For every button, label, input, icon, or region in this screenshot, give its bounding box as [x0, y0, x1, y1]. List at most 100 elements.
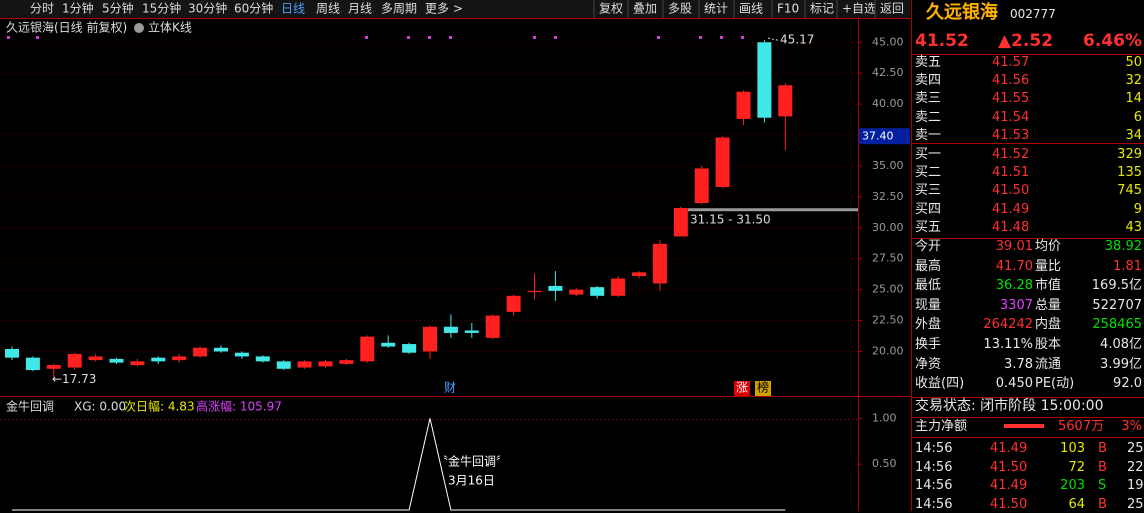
- tool-button[interactable]: +自选: [842, 2, 876, 16]
- book-label: 买五: [915, 219, 942, 235]
- period-tab[interactable]: 更多 >: [425, 2, 463, 16]
- period-tab[interactable]: 15分钟: [142, 1, 181, 16]
- tick-count: 25: [1127, 496, 1144, 512]
- tick-volume: 103: [1060, 441, 1085, 456]
- period-tab[interactable]: 1分钟: [62, 1, 94, 16]
- toolbar-bg: [0, 0, 910, 18]
- y-tick-label: 0.50: [872, 457, 897, 470]
- indicator-high: 高涨幅: 105.97: [196, 399, 282, 414]
- book-volume: 32: [1125, 73, 1142, 89]
- icon: [134, 23, 144, 33]
- tool-button[interactable]: 多股: [668, 2, 692, 16]
- marker-bg: [755, 381, 771, 396]
- period-tab[interactable]: 月线: [348, 2, 372, 16]
- candle-body: [381, 342, 396, 347]
- flow-pct: 3%: [1121, 419, 1142, 434]
- stat-value: 3.78: [1004, 356, 1033, 372]
- flow-label: 主力净额: [915, 419, 968, 434]
- period-tab[interactable]: 周线: [316, 2, 340, 16]
- tick-side: S: [1098, 478, 1107, 493]
- candle-body: [5, 349, 19, 358]
- y-tick-label: 32.50: [872, 190, 904, 203]
- period-tab[interactable]: 5分钟: [102, 1, 134, 16]
- candle-body: [67, 353, 82, 368]
- candle-body: [611, 278, 626, 296]
- candle-body: [151, 357, 166, 362]
- tick-price: 41.50: [990, 459, 1028, 475]
- y-tick-label: 27.50: [872, 252, 904, 265]
- book-volume: 14: [1125, 91, 1142, 107]
- candle-body: [360, 336, 375, 362]
- candle-body: [109, 358, 124, 363]
- stat-value: 264242: [983, 317, 1033, 333]
- tool-button[interactable]: 画线: [739, 2, 763, 16]
- candle-body: [506, 295, 521, 312]
- y-tick-label: 35.00: [872, 159, 904, 172]
- book-label: 卖五: [915, 55, 942, 70]
- tool-button[interactable]: 返回: [880, 2, 904, 16]
- tick-time: 14:56: [915, 496, 953, 512]
- book-label: 卖三: [915, 91, 942, 107]
- tool-button[interactable]: 复权: [599, 2, 623, 16]
- period-tab[interactable]: 30分钟: [188, 1, 227, 16]
- tick-time: 14:56: [915, 478, 953, 493]
- period-tab[interactable]: 日线: [281, 2, 305, 16]
- quote-panel: 久远银海 002777 41.52 ▲2.52 6.46% 卖五 41.57 50 卖四 41.5…: [911, 0, 1144, 512]
- stock-code: 002777: [1010, 7, 1056, 21]
- marker: 财: [444, 381, 456, 395]
- book-label: 卖四: [915, 73, 942, 89]
- book-volume: 9: [1133, 201, 1142, 217]
- book-price: 41.51: [992, 165, 1030, 181]
- separator: [912, 437, 1144, 438]
- candle-body: [778, 85, 793, 117]
- high-label: 45.17: [780, 33, 814, 47]
- stat-label: 量比: [1035, 258, 1062, 274]
- candle-body: [46, 365, 61, 369]
- tick-count: 25: [1127, 441, 1144, 456]
- mode[interactable]: 立体K线: [148, 20, 192, 35]
- stat-label: 现量: [915, 297, 942, 313]
- candle-body: [423, 326, 437, 352]
- candle-body: [193, 347, 208, 357]
- stat-label: 均价: [1035, 239, 1062, 254]
- candle-body: [172, 356, 187, 361]
- stat-value: 41.70: [995, 258, 1033, 274]
- book-label: 买一: [915, 147, 942, 162]
- tick-side: B: [1098, 459, 1107, 475]
- y-tick-label: 45.00: [872, 35, 904, 48]
- indicator-name: 金牛回调: [6, 399, 54, 414]
- tick-count: 19: [1127, 478, 1144, 493]
- y-tick-label: 20.00: [872, 344, 904, 357]
- annotation: 〝金牛回调〞: [436, 454, 508, 469]
- y-tick-label: 25.00: [872, 283, 904, 296]
- y-tick-label: 1.00: [872, 411, 897, 424]
- stat-label: 今开: [915, 239, 942, 254]
- period-tab[interactable]: 多周期: [381, 2, 417, 16]
- candle-body: [464, 330, 479, 333]
- book-price: 41.50: [992, 183, 1030, 199]
- range-label: 31.15 - 31.50: [690, 213, 771, 227]
- tool-button[interactable]: 统计: [704, 2, 728, 16]
- flow-value: 5607万: [1058, 419, 1105, 434]
- tick-time: 14:56: [915, 459, 953, 475]
- candle-body: [255, 356, 270, 362]
- candle-body: [402, 344, 417, 353]
- tool-button[interactable]: 叠加: [633, 2, 657, 16]
- book-label: 买四: [915, 201, 942, 217]
- period-tab[interactable]: 分时: [30, 2, 54, 16]
- tool-button[interactable]: F10: [777, 2, 799, 16]
- status: 交易状态: 闭市阶段 15:00:00: [915, 398, 1104, 414]
- chart-area: 久远银海(日线 前复权) 立体K线 财 涨 榜 金牛回调 XG: 0.00 次日…: [0, 0, 910, 511]
- stat-value: 3307: [999, 297, 1033, 313]
- candle-body: [276, 361, 291, 369]
- period-tab[interactable]: 60分钟: [234, 1, 273, 16]
- candle-body: [214, 347, 228, 352]
- book-volume: 135: [1117, 165, 1142, 181]
- separator: [912, 397, 1144, 398]
- tool-button[interactable]: 标记: [810, 2, 834, 16]
- stat-label: 外盘: [915, 317, 942, 333]
- stat-value: 4.08亿: [1100, 337, 1142, 352]
- stat-label: 最高: [915, 258, 942, 274]
- indicator-next: 次日幅: 4.83: [124, 399, 195, 414]
- book-volume: 50: [1125, 55, 1142, 70]
